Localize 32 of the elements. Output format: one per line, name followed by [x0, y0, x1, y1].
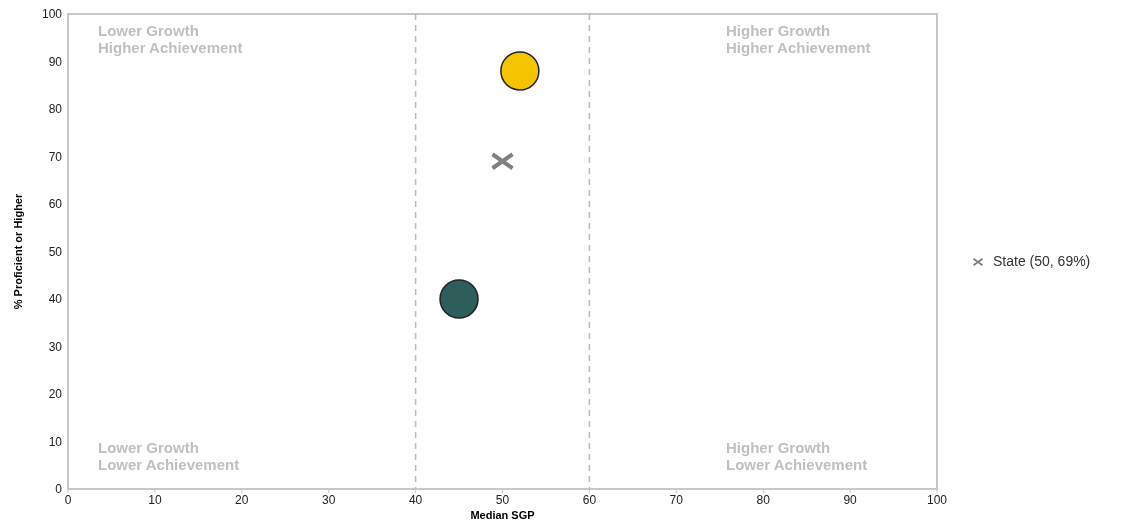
- x-tick-label: 10: [148, 493, 162, 507]
- x-tick-label: 0: [64, 493, 72, 507]
- y-tick-label: 80: [48, 102, 63, 116]
- y-tick-label: 10: [48, 434, 63, 449]
- y-tick-label: 60: [48, 197, 63, 211]
- x-tick-label: 80: [756, 493, 771, 507]
- y-tick-label: 100: [41, 7, 63, 21]
- x-tick-label: 40: [408, 493, 423, 507]
- x-tick-label: 20: [235, 493, 249, 507]
- x-tick-label: 30: [322, 493, 336, 507]
- point: [439, 279, 479, 319]
- y-tick-label: 20: [48, 387, 63, 401]
- y-tick-label: 0: [55, 482, 63, 496]
- x-tick-label: 90: [843, 493, 858, 507]
- annotation: Higher Growth Lower Achievement: [726, 439, 868, 473]
- x-tick-label: 60: [582, 493, 597, 507]
- x-tick-label: 100: [926, 493, 948, 507]
- y-tick-label: 90: [48, 54, 63, 69]
- point: [490, 152, 515, 171]
- annotation: Lower Growth Lower Achievement: [98, 439, 240, 473]
- y-axis-title: % Proficient or Higher: [12, 193, 24, 310]
- point: [500, 51, 540, 91]
- x-tick-label: 50: [495, 493, 510, 507]
- legend-label: State (50, 69%): [993, 253, 1091, 269]
- x-axis-title: Median SGP: [470, 509, 535, 521]
- annotation: Lower Growth Higher Achievement: [98, 22, 243, 56]
- x-tick-label: 70: [669, 493, 684, 507]
- y-tick-label: 50: [48, 244, 63, 259]
- annotation: Higher Growth Higher Achievement: [726, 22, 871, 56]
- y-tick-label: 40: [48, 292, 63, 306]
- y-tick-label: 70: [48, 149, 63, 164]
- y-tick-label: 30: [48, 339, 63, 354]
